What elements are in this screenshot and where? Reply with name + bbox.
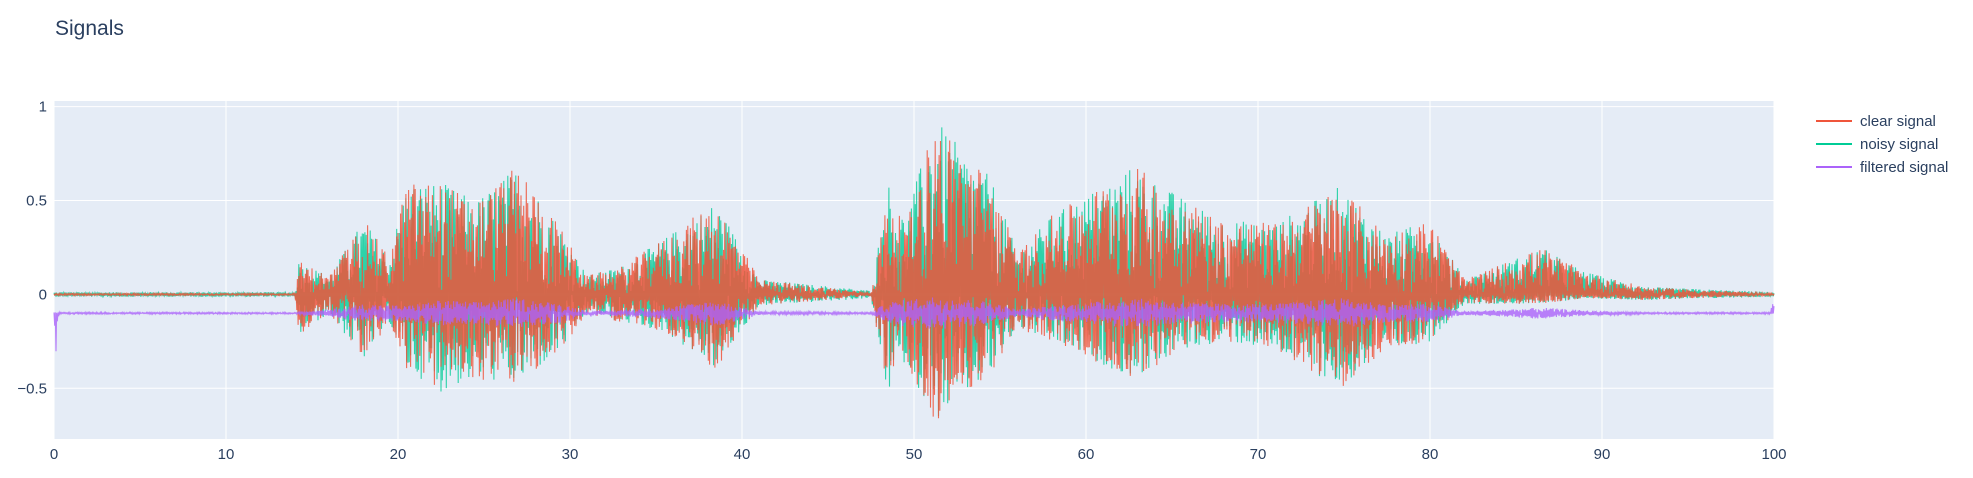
- x-tick-label: 70: [1250, 446, 1267, 463]
- legend-item-filtered-signal[interactable]: filtered signal: [1816, 159, 1948, 176]
- x-tick-label: 80: [1422, 446, 1439, 463]
- legend-item-noisy-signal[interactable]: noisy signal: [1816, 136, 1938, 153]
- x-tick-label: 60: [1078, 446, 1095, 463]
- series-layer: [53, 127, 1775, 419]
- legend-label: clear signal: [1860, 113, 1936, 130]
- x-tick-label: 0: [50, 446, 58, 463]
- y-tick-label: 0: [39, 286, 47, 303]
- y-tick-label: −0.5: [17, 380, 47, 397]
- x-tick-label: 30: [562, 446, 579, 463]
- x-tick-label: 10: [218, 446, 235, 463]
- x-tick-label: 40: [734, 446, 751, 463]
- legend-item-clear-signal[interactable]: clear signal: [1816, 113, 1936, 130]
- filtered-signal-line: [53, 297, 1775, 352]
- y-tick-label: 1: [39, 99, 47, 116]
- x-tick-label: 20: [390, 446, 407, 463]
- x-tick-label: 100: [1761, 446, 1786, 463]
- legend[interactable]: clear signal noisy signal filtered signal: [1816, 113, 1948, 176]
- clear-signal-line: [53, 140, 1775, 419]
- legend-label: filtered signal: [1860, 159, 1948, 176]
- chart-title: Signals: [55, 17, 124, 40]
- legend-label: noisy signal: [1860, 136, 1938, 153]
- x-tick-label: 50: [906, 446, 923, 463]
- y-tick-label: 0.5: [26, 193, 47, 210]
- axis-tick-labels: 0 10 20 30 40 50 60 70 80 90 100 1 0.5 0 −0.5: [17, 99, 1786, 463]
- x-tick-label: 90: [1594, 446, 1611, 463]
